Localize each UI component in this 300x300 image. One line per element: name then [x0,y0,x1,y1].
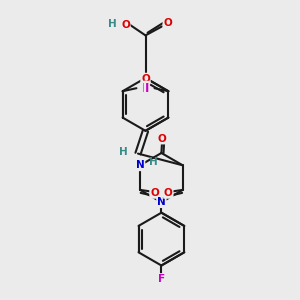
Text: O: O [158,134,166,144]
Text: O: O [150,188,159,198]
Text: H: H [118,147,127,157]
Text: O: O [163,18,172,28]
Text: O: O [141,74,150,84]
Text: H: H [149,157,158,167]
Text: I: I [142,82,146,95]
Text: F: F [158,274,165,284]
Text: N: N [136,160,145,170]
Text: N: N [157,197,166,207]
Text: I: I [145,82,149,95]
Text: O: O [121,20,130,30]
Text: O: O [164,188,173,198]
Text: H: H [108,19,117,29]
